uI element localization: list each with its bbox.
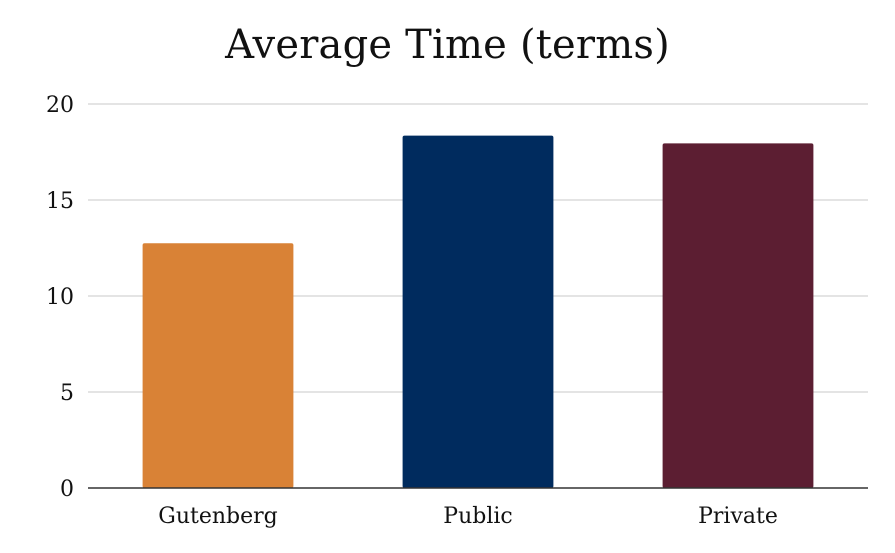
x-tick-label: Gutenberg xyxy=(158,504,277,529)
bars xyxy=(142,135,814,489)
y-tick-label: 5 xyxy=(60,381,74,406)
x-tick-labels: Gutenberg Public Private xyxy=(158,504,778,529)
y-tick-label: 10 xyxy=(46,285,74,310)
chart-title: Average Time (terms) xyxy=(225,22,670,68)
y-tick-label: 20 xyxy=(46,93,74,118)
y-tick-label: 0 xyxy=(60,477,74,502)
x-tick-label: Public xyxy=(443,504,512,529)
bar-gutenberg xyxy=(142,243,294,488)
bar-private xyxy=(662,143,814,489)
y-tick-labels: 0 5 10 15 20 xyxy=(46,93,74,502)
y-tick-label: 15 xyxy=(46,189,74,214)
bar-public xyxy=(402,135,554,488)
x-tick-label: Private xyxy=(698,504,778,529)
